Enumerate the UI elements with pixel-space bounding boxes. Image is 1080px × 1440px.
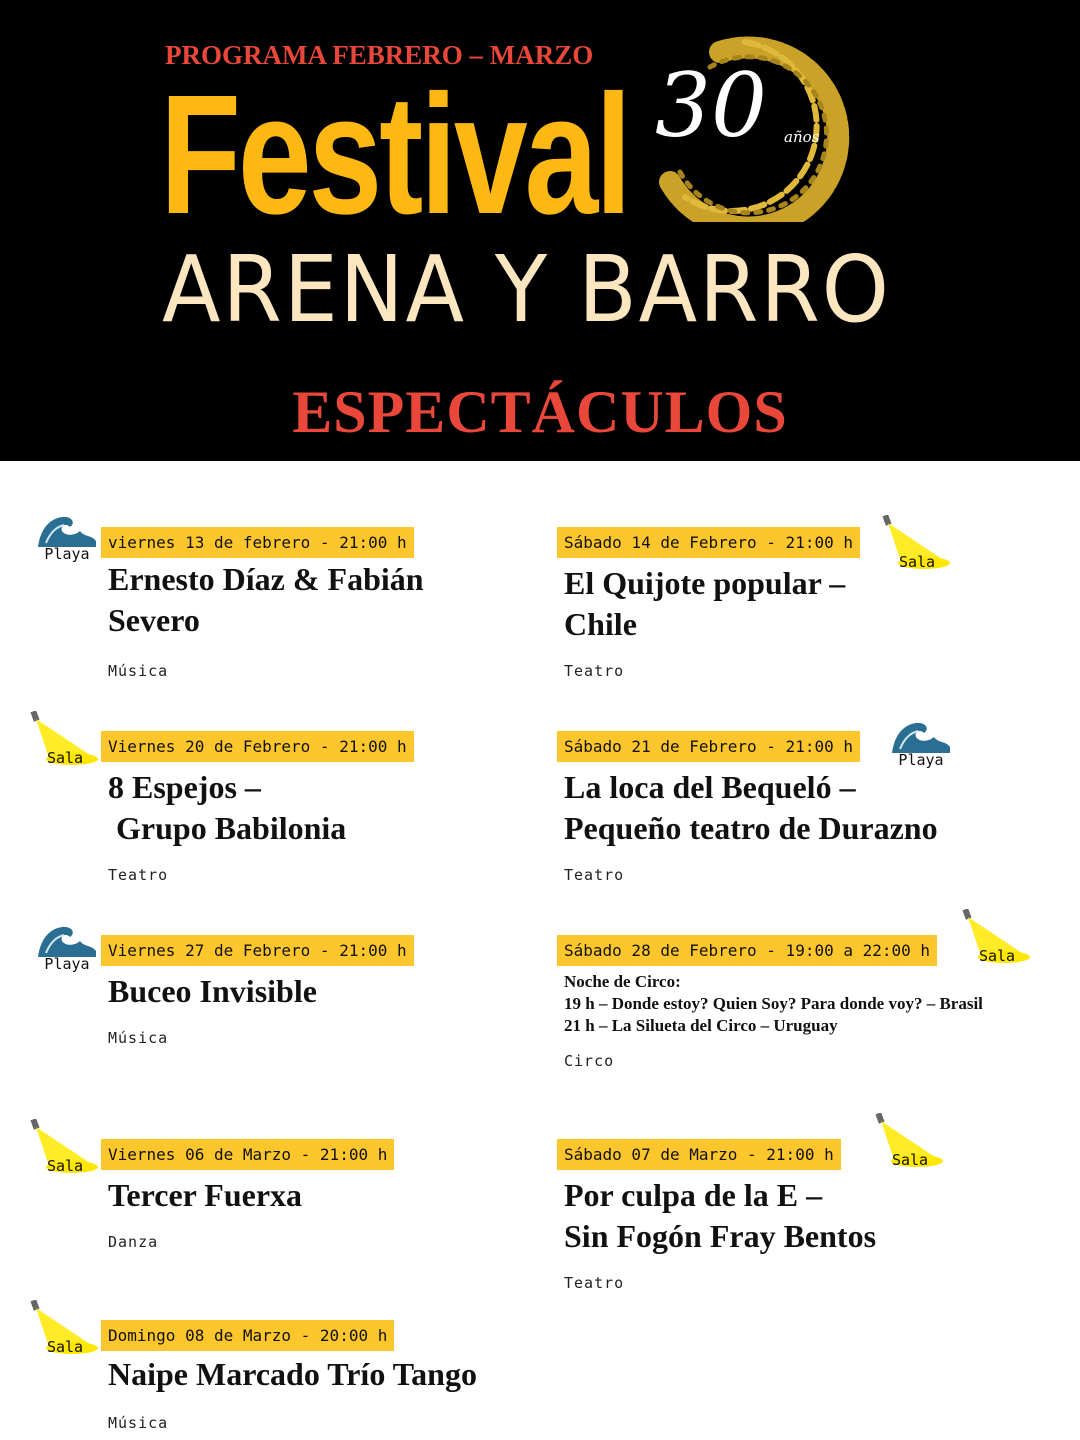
venue-badge: Playa xyxy=(36,513,98,577)
venue-label: Playa xyxy=(898,751,944,769)
event-date: Viernes 06 de Marzo - 21:00 h xyxy=(101,1139,395,1170)
venue-label: Sala xyxy=(978,947,1016,965)
event-date: Sábado 14 de Febrero - 21:00 h xyxy=(557,527,860,558)
venue-label: Playa xyxy=(44,955,90,973)
venue-label: Sala xyxy=(46,749,84,767)
venue-badge: Sala xyxy=(30,1299,98,1364)
section-title: ESPECTÁCULOS xyxy=(292,379,788,445)
venue-badge: Sala xyxy=(30,710,98,775)
event-category: Teatro xyxy=(108,866,169,884)
venue-label: Sala xyxy=(46,1338,84,1356)
wave-icon xyxy=(36,516,98,553)
event-category: Música xyxy=(108,662,169,680)
venue-label: Sala xyxy=(898,553,936,571)
event-category: Circo xyxy=(564,1052,615,1070)
event-title: Tercer Fuerxa xyxy=(108,1177,303,1213)
event-title: El Quijote popular – Chile xyxy=(564,565,846,642)
event-title: Noche de Circo: 19 h – Donde estoy? Quie… xyxy=(564,972,983,1035)
event-title: La loca del Bequeló – Pequeño teatro de … xyxy=(564,769,938,846)
event-category: Música xyxy=(108,1029,169,1047)
program-dates-heading: PROGRAMA FEBRERO – MARZO xyxy=(165,40,594,70)
venue-badge: Sala xyxy=(30,1118,98,1183)
venue-label: Sala xyxy=(891,1151,929,1169)
venue-badge: Sala xyxy=(882,514,950,579)
venue-label: Sala xyxy=(46,1157,84,1175)
event-date: Domingo 08 de Marzo - 20:00 h xyxy=(101,1320,395,1351)
spotlight-icon xyxy=(30,1118,100,1179)
venue-badge: Sala xyxy=(875,1112,943,1177)
venue-badge: Playa xyxy=(36,923,98,987)
event-title: Naipe Marcado Trío Tango xyxy=(108,1356,477,1392)
event-title: Buceo Invisible xyxy=(108,973,317,1009)
event-date: viernes 13 de febrero - 21:00 h xyxy=(101,527,414,558)
logo-30: 30 xyxy=(655,54,767,157)
wave-icon xyxy=(890,722,952,759)
event-category: Música xyxy=(108,1414,169,1432)
logo-years: años xyxy=(784,128,820,146)
poster-header: PROGRAMA FEBRERO – MARZO Festival 30 año… xyxy=(0,0,1080,461)
event-category: Danza xyxy=(108,1233,159,1251)
spotlight-icon xyxy=(30,1299,100,1360)
event-category: Teatro xyxy=(564,662,625,680)
event-category: Teatro xyxy=(564,866,625,884)
venue-badge: Sala xyxy=(962,908,1030,973)
event-date: Sábado 21 de Febrero - 21:00 h xyxy=(557,731,860,762)
event-category: Teatro xyxy=(564,1274,625,1292)
event-date: Viernes 20 de Febrero - 21:00 h xyxy=(101,731,414,762)
wave-icon xyxy=(36,926,98,963)
event-date: Viernes 27 de Febrero - 21:00 h xyxy=(101,935,414,966)
event-date: Sábado 28 de Febrero - 19:00 a 22:00 h xyxy=(557,935,938,966)
spotlight-icon xyxy=(962,908,1032,969)
festival-title: Festival xyxy=(160,60,632,250)
event-title: 8 Espejos – Grupo Babilonia xyxy=(108,769,347,846)
event-title: Por culpa de la E – Sin Fogón Fray Bento… xyxy=(564,1177,877,1254)
spotlight-icon xyxy=(875,1112,945,1173)
venue-badge: Playa xyxy=(890,719,952,783)
spotlight-icon xyxy=(882,514,952,575)
spotlight-icon xyxy=(30,710,100,771)
moon-logo-icon xyxy=(659,36,850,222)
venue-label: Playa xyxy=(44,545,90,563)
event-date: Sábado 07 de Marzo - 21:00 h xyxy=(557,1139,841,1170)
festival-subtitle: ARENA Y BARRO xyxy=(162,236,891,343)
event-title: Ernesto Díaz & Fabián Severo xyxy=(108,561,424,638)
